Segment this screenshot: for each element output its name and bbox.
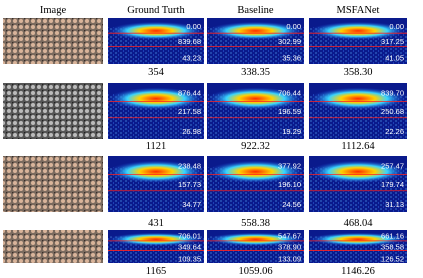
region-count: 126.52 (381, 254, 404, 263)
total-count: 1112.64 (341, 141, 375, 152)
hot-region (108, 160, 204, 183)
hot-region (207, 160, 304, 183)
region-count: 157.73 (178, 180, 201, 189)
region-count: 196.59 (278, 107, 301, 116)
region-count: 358.58 (381, 243, 404, 252)
density-map: 238.48 157.73 34.77 (108, 156, 204, 212)
region-count: 109.35 (178, 254, 201, 263)
region-count: 349.64 (178, 243, 201, 252)
density-map: 706.01 349.64 109.35 (108, 230, 204, 263)
region-count: 0.00 (186, 22, 201, 31)
total-count: 1059.06 (238, 266, 272, 277)
input-image (3, 156, 103, 212)
hot-region (108, 87, 204, 110)
total-count: 338.35 (241, 67, 270, 78)
density-map: 0.00 317.25 41.05 (309, 18, 407, 64)
hot-region (207, 87, 304, 110)
region-count: 378.90 (278, 243, 301, 252)
total-count: 1165 (146, 266, 167, 277)
region-count: 839.68 (178, 37, 201, 46)
region-count: 377.92 (278, 162, 301, 171)
total-count: 922.32 (241, 141, 270, 152)
input-image (3, 230, 103, 263)
density-map: 839.70 250.68 22.26 (309, 83, 407, 139)
region-count: 706.44 (278, 89, 301, 98)
hot-region (108, 21, 204, 41)
total-count: 354 (148, 67, 165, 78)
headers: Image Ground Turth Baseline MSFANet (40, 5, 380, 16)
total-count: 1121 (146, 141, 167, 152)
hot-region (309, 21, 407, 41)
region-count: 34.77 (182, 200, 201, 209)
hot-region (207, 21, 304, 41)
hot-region (309, 232, 407, 246)
region-count: 317.25 (381, 37, 404, 46)
region-count: 839.70 (381, 89, 404, 98)
region-count: 706.01 (178, 232, 201, 241)
region-count: 302.99 (278, 37, 301, 46)
density-map: 257.47 179.74 31.13 (309, 156, 407, 212)
density-map: 706.44 196.59 19.29 (207, 83, 304, 139)
region-count: 43.23 (182, 54, 201, 63)
region-count: 19.29 (282, 127, 301, 136)
region-count: 196.10 (278, 180, 301, 189)
hot-region (309, 87, 407, 110)
region-count: 238.48 (178, 162, 201, 171)
hot-region (108, 232, 204, 246)
total-count: 431 (148, 218, 164, 229)
region-count: 250.68 (381, 107, 404, 116)
density-map: 661.16 358.58 126.52 (309, 230, 407, 263)
density-map: 547.67 378.90 133.09 (207, 230, 304, 263)
region-count: 257.47 (381, 162, 404, 171)
hot-region (207, 232, 304, 246)
column-header: MSFANet (337, 5, 380, 16)
region-count: 35.36 (282, 54, 301, 63)
total-count: 358.30 (344, 67, 373, 78)
region-count: 24.56 (282, 200, 301, 209)
region-count: 41.05 (385, 54, 404, 63)
panel-grid: 0.00 839.68 43.23 354 0.00 302.99 35.36 338.35 0… (3, 18, 407, 277)
region-count: 22.26 (385, 127, 404, 136)
column-header: Ground Turth (127, 5, 185, 16)
region-count: 876.44 (178, 89, 201, 98)
total-count: 1146.26 (341, 266, 375, 277)
region-count: 661.16 (381, 232, 404, 241)
total-count: 558.38 (241, 218, 270, 229)
density-map: 377.92 196.10 24.56 (207, 156, 304, 212)
density-map: 0.00 839.68 43.23 (108, 18, 204, 64)
region-count: 0.00 (389, 22, 404, 31)
input-image (3, 18, 103, 64)
region-count: 26.98 (182, 127, 201, 136)
column-header: Image (40, 5, 67, 16)
total-count: 468.04 (344, 218, 374, 229)
density-map: 876.44 217.58 26.98 (108, 83, 204, 139)
region-count: 217.58 (178, 107, 201, 116)
region-count: 0.00 (286, 22, 301, 31)
hot-region (309, 160, 407, 183)
region-count: 547.67 (278, 232, 301, 241)
input-image (3, 83, 103, 139)
region-count: 133.09 (278, 254, 301, 263)
region-count: 31.13 (385, 200, 404, 209)
density-map: 0.00 302.99 35.36 (207, 18, 304, 64)
column-header: Baseline (237, 5, 273, 16)
region-count: 179.74 (381, 180, 404, 189)
